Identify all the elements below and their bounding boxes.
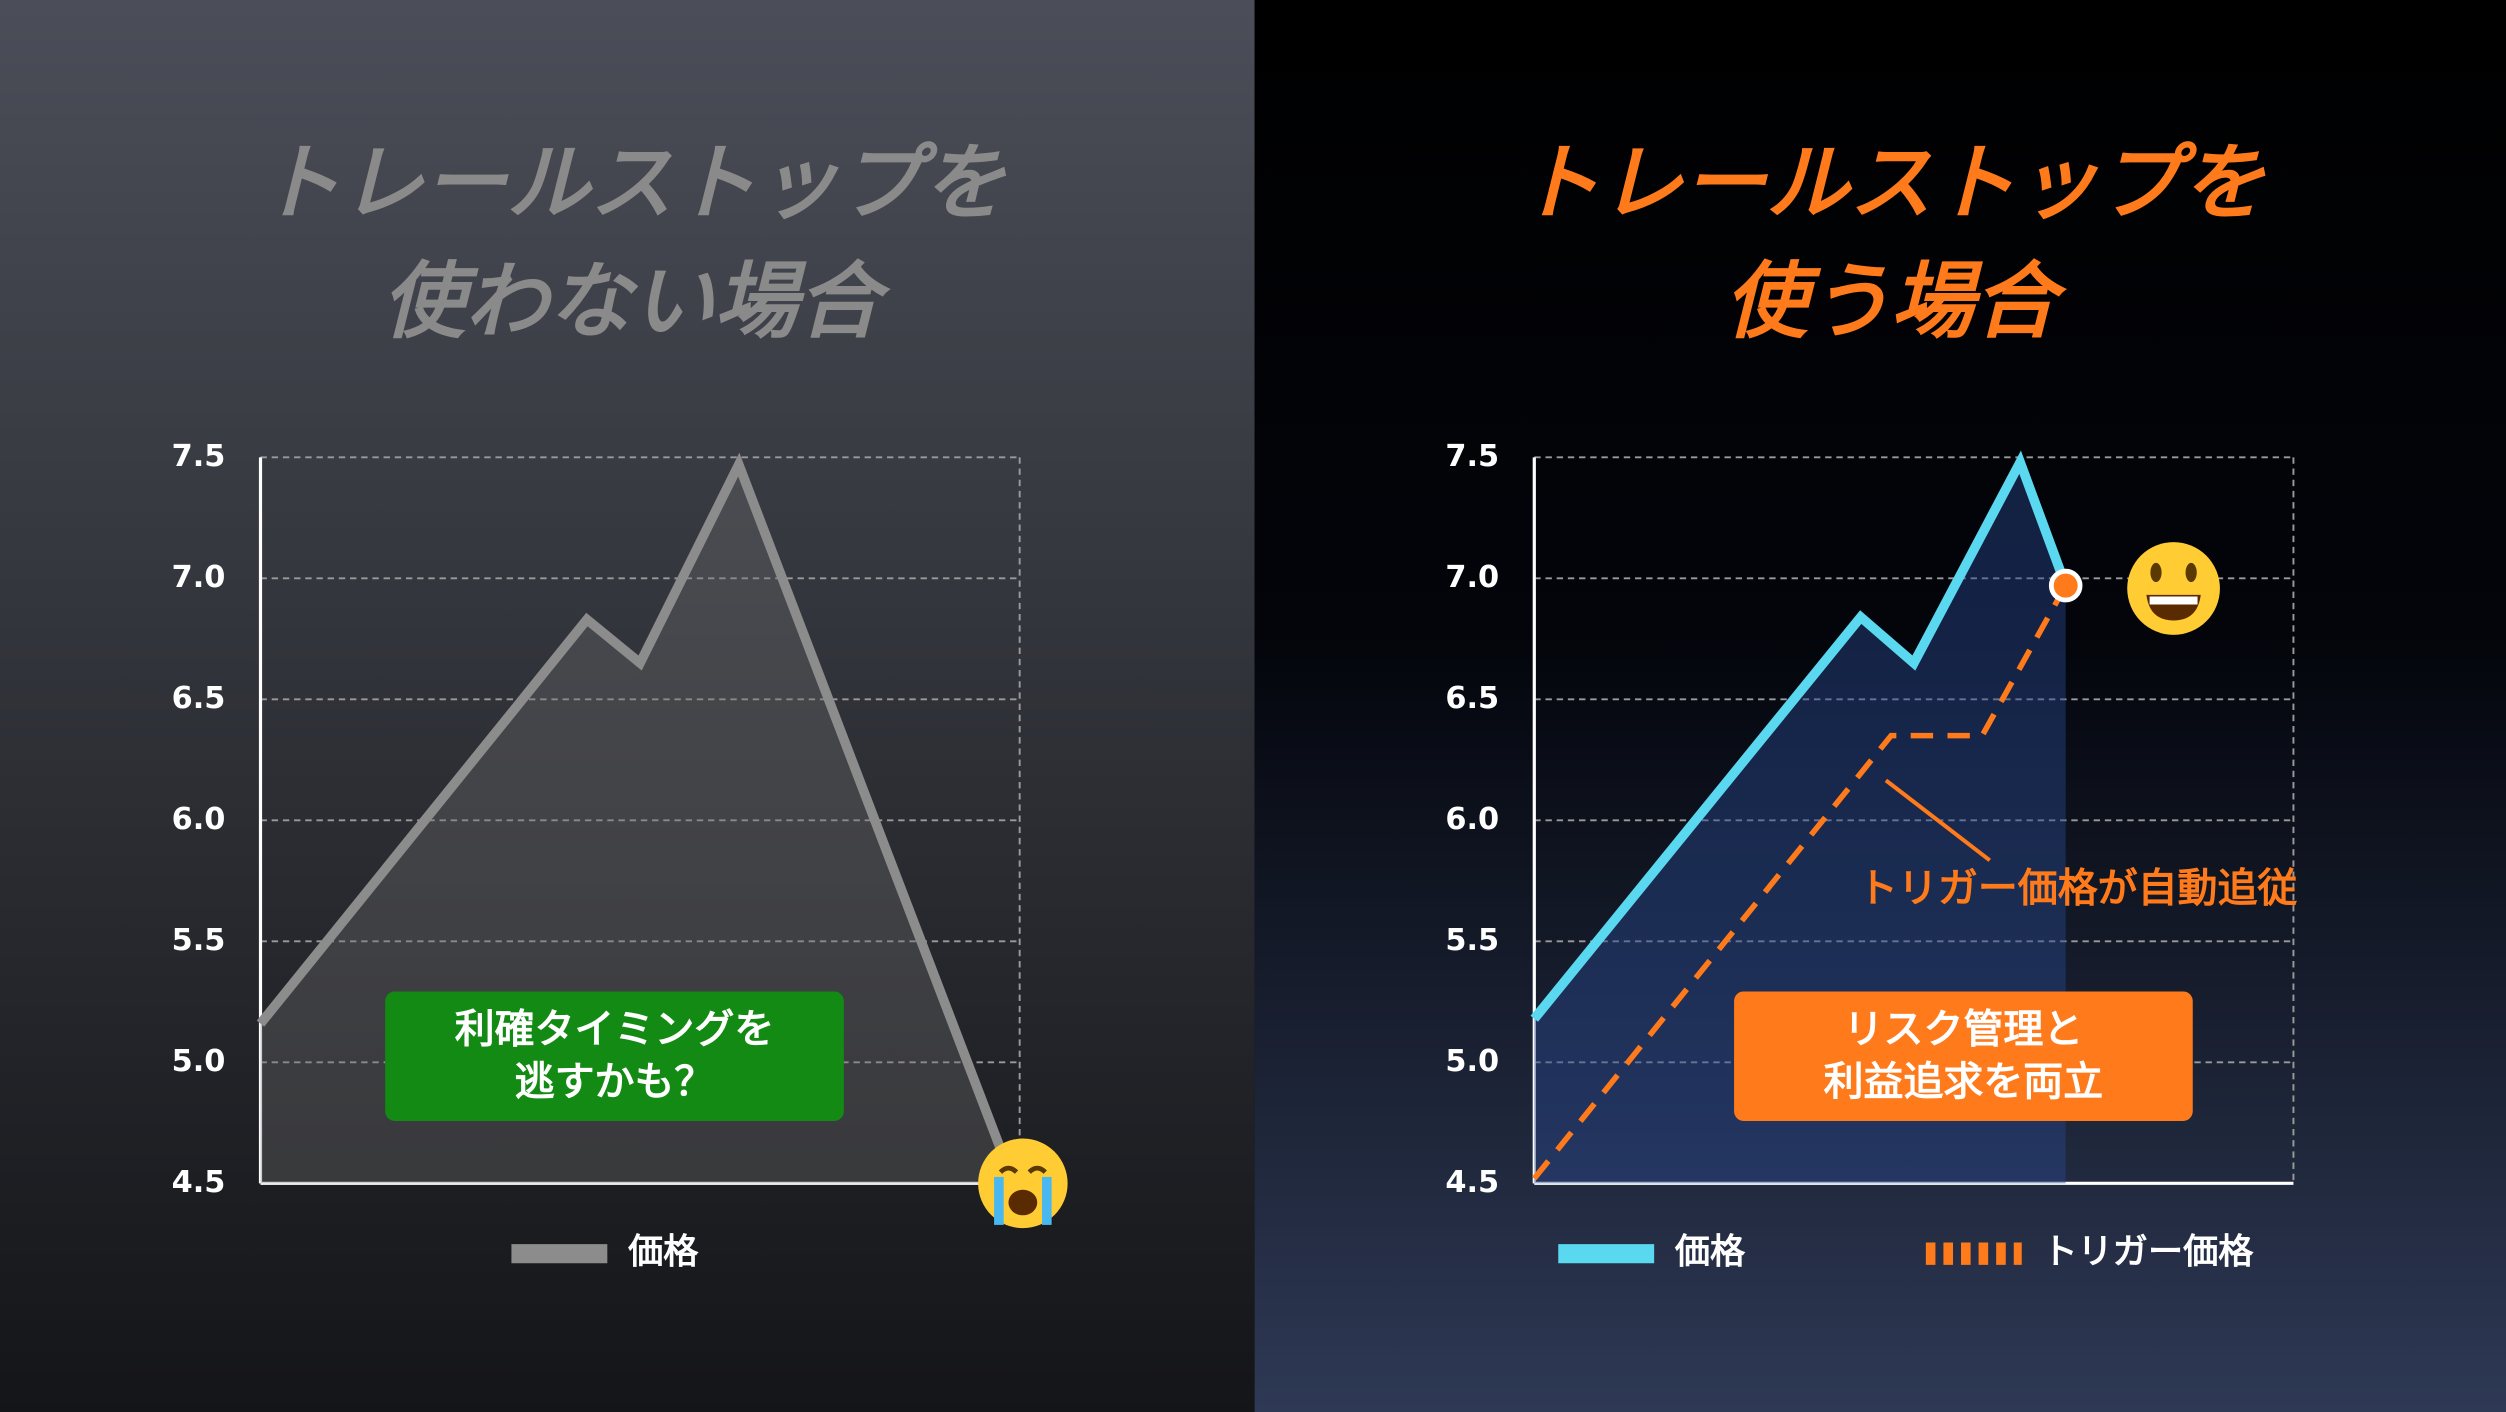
line [256,452,1009,1161]
y-tick-label: 4.5 [1445,1165,1499,1200]
y-tick-label: 7.5 [1445,439,1499,474]
y-tick-label: 7.0 [172,560,226,595]
annotation-text: 利確タイミングを [455,1006,775,1052]
legend-label: トリガー価格 [2043,1232,2255,1273]
y-tick-label: 7.0 [1445,560,1499,595]
end-marker [2048,568,2083,603]
chart-title: 使わない場合 [382,253,891,350]
y-tick-label: 5.0 [172,1044,226,1079]
y-tick-label: 5.5 [172,923,226,958]
y-tick-label: 6.0 [172,802,226,837]
line [1530,450,2071,1022]
callout-label: トリガー価格が自動追従 [1858,866,2297,912]
annotation-box [1734,991,2193,1121]
legend-label: 価格 [627,1232,699,1273]
y-tick-label: 7.5 [172,439,226,474]
annotation-text: 利益追求を両立 [1824,1059,2104,1105]
chart-title: トレールストップを [257,135,1006,232]
y-tick-label: 6.0 [1445,802,1499,837]
chart-title: 使う場合 [1724,253,2067,350]
right-panel [1254,0,2506,1412]
smiling-face [2127,542,2220,635]
y-tick-label: 6.5 [1445,681,1499,716]
annotation-box [385,991,844,1121]
chart-title: トレールストップを [1517,135,2266,232]
annotation-text: 逃すかも？ [515,1059,715,1105]
leader-line [1884,778,1991,862]
annotation-text: リスク管理と [1844,1006,2084,1052]
line [1532,584,2069,1181]
y-tick-label: 5.0 [1445,1044,1499,1079]
y-tick-label: 5.5 [1445,923,1499,958]
y-tick-label: 4.5 [172,1165,226,1200]
crying-face [978,1138,1068,1229]
y-tick-label: 6.5 [172,681,226,716]
legend-label: 価格 [1674,1232,1746,1273]
